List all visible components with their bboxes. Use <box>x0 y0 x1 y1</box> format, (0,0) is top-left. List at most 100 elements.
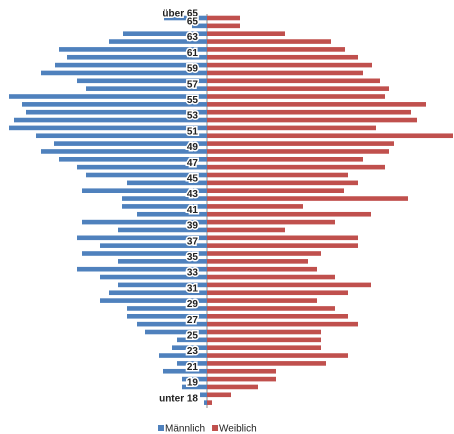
bar <box>22 102 207 107</box>
y-tick-label: 65 <box>187 16 199 27</box>
bar <box>207 86 389 91</box>
bar <box>207 384 258 390</box>
y-tick-label: 57 <box>187 79 199 90</box>
bar <box>59 47 207 52</box>
bar <box>207 235 358 241</box>
legend-label: Männlich <box>165 424 205 434</box>
bar <box>127 180 207 186</box>
bar <box>82 188 207 193</box>
bar <box>207 259 308 264</box>
bar <box>207 219 335 225</box>
bar <box>207 274 335 280</box>
bar <box>207 15 240 21</box>
bar <box>207 125 376 131</box>
bar <box>118 259 207 264</box>
bar <box>177 361 207 366</box>
bar <box>207 345 321 350</box>
bar <box>77 266 207 272</box>
y-tick-label: 43 <box>187 189 199 200</box>
bar <box>41 70 207 76</box>
y-tick-label: 39 <box>187 221 199 232</box>
bar <box>118 227 207 233</box>
y-tick-label: 59 <box>187 64 199 75</box>
bar <box>207 368 276 374</box>
bar <box>86 86 207 91</box>
y-tick-label: 21 <box>187 362 199 373</box>
bar <box>207 54 358 60</box>
bar <box>207 376 276 382</box>
y-tick-label: 27 <box>187 315 199 326</box>
bar <box>14 117 207 123</box>
bar <box>123 31 207 36</box>
bar <box>200 392 207 398</box>
y-tick-label: 51 <box>187 126 199 137</box>
y-tick-label: über 65 <box>162 9 198 20</box>
bar <box>207 227 285 233</box>
y-tick-label: 63 <box>187 32 199 43</box>
bar <box>54 141 207 146</box>
bar <box>207 204 303 209</box>
bar <box>9 94 207 99</box>
bar <box>172 345 207 350</box>
bar <box>86 172 207 178</box>
bar <box>207 164 385 170</box>
y-tick-label: 33 <box>187 268 199 279</box>
bar <box>207 70 363 76</box>
bar <box>122 196 207 201</box>
y-tick-label: 31 <box>187 283 199 294</box>
bar <box>207 251 321 256</box>
bar <box>207 78 380 84</box>
bar <box>207 400 212 405</box>
bar <box>137 321 207 327</box>
bar <box>207 211 371 217</box>
bar <box>55 62 207 68</box>
bar <box>207 180 358 186</box>
y-tick-label: 55 <box>187 95 199 106</box>
bar <box>207 361 326 366</box>
y-tick-label: 29 <box>187 299 199 310</box>
bar <box>207 306 335 311</box>
bar <box>164 15 207 21</box>
bar <box>26 109 207 115</box>
y-tick-label: 47 <box>187 158 199 169</box>
bar <box>122 204 207 209</box>
y-tick-label: 37 <box>187 236 199 247</box>
bar <box>207 157 363 162</box>
bar <box>36 133 207 139</box>
bar <box>182 384 207 390</box>
bar <box>100 274 207 280</box>
bar <box>207 149 389 154</box>
bar <box>127 306 207 311</box>
bar <box>109 39 207 44</box>
bar <box>207 94 385 99</box>
bar <box>77 164 207 170</box>
bar <box>100 298 207 303</box>
y-tick-label: 61 <box>187 48 199 59</box>
bar <box>207 290 348 296</box>
bar <box>100 243 207 248</box>
y-tick-label: 19 <box>187 378 199 389</box>
bar <box>207 298 317 303</box>
bar <box>182 376 207 382</box>
bar <box>207 314 348 319</box>
bar <box>204 400 207 405</box>
bar <box>207 196 408 201</box>
y-tick-label: 25 <box>187 330 199 341</box>
y-tick-label: 49 <box>187 142 199 153</box>
bar <box>207 62 372 68</box>
bar <box>207 188 344 193</box>
bar <box>77 235 207 241</box>
bar <box>145 329 207 335</box>
bar <box>207 282 371 288</box>
bar <box>9 125 207 131</box>
bar <box>109 290 207 296</box>
bar <box>118 282 207 288</box>
bar <box>137 211 207 217</box>
bar <box>207 392 231 398</box>
y-tick-label: 41 <box>187 205 199 216</box>
bar <box>207 337 321 343</box>
bar <box>207 266 317 272</box>
bar <box>159 353 207 358</box>
bar <box>82 219 207 225</box>
